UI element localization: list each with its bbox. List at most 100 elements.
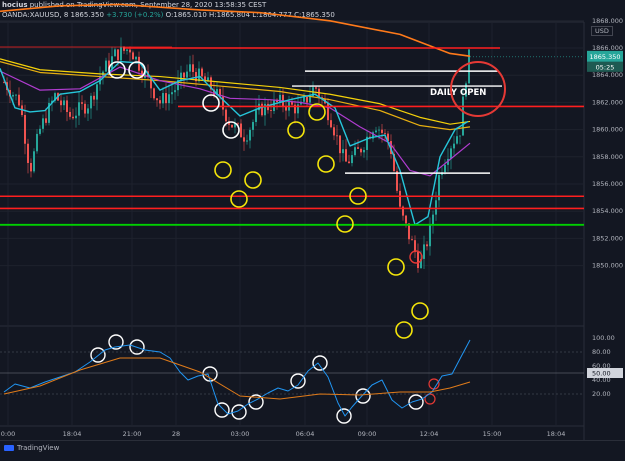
- white-marker-circle: [108, 61, 126, 79]
- candle-body: [189, 64, 191, 72]
- price-tick-label: 1860.000: [592, 126, 623, 134]
- oscillator-pane: [0, 339, 584, 417]
- candle-body: [462, 96, 464, 136]
- candle-body: [291, 101, 293, 105]
- candle-body: [372, 132, 374, 139]
- time-tick-label: 0:00: [1, 430, 16, 438]
- candle-body: [252, 122, 254, 130]
- candle-body: [351, 155, 353, 164]
- currency-label[interactable]: USD: [591, 26, 613, 36]
- candle-body: [174, 90, 176, 93]
- ma-cyan-line: [0, 60, 469, 226]
- osc-marker-circle: [248, 394, 264, 410]
- candle-body: [81, 102, 83, 104]
- red-highlight-circle: [450, 61, 506, 117]
- candle-body: [150, 77, 152, 89]
- candle-body: [366, 136, 368, 150]
- candle-body: [297, 104, 299, 114]
- time-tick-label: 12:04: [420, 430, 439, 438]
- yellow-marker-circle: [336, 215, 354, 233]
- candle-body: [309, 96, 311, 103]
- candle-body: [399, 190, 401, 207]
- candle-body: [453, 143, 455, 149]
- osc-value-badge: [587, 368, 623, 378]
- candle-body: [96, 84, 98, 100]
- time-tick-label: 03:00: [231, 430, 250, 438]
- candle-body: [246, 140, 248, 142]
- candle-body: [396, 171, 398, 191]
- candle-body: [180, 72, 182, 81]
- candle-body: [186, 71, 188, 78]
- yellow-marker-circle: [395, 321, 413, 339]
- tradingview-logo[interactable]: TradingView: [4, 444, 59, 452]
- red-marker-circle: [409, 250, 423, 264]
- osc-tick-label: 40.00: [592, 376, 611, 384]
- axes: 1868.000 1866.000 1864.000 1862.000 1860.000…: [1, 17, 623, 438]
- moving-averages: [0, 3, 471, 226]
- candle-body: [177, 80, 179, 91]
- candle-body: [48, 102, 50, 123]
- candle-body: [327, 103, 329, 121]
- time-tick-label: 18:04: [547, 430, 566, 438]
- daily-open-label: DAILY OPEN: [430, 88, 486, 98]
- white-marker-circle: [202, 94, 220, 112]
- candle-body: [30, 162, 32, 172]
- osc-marker-circle: [408, 394, 424, 410]
- candle-body: [432, 214, 434, 225]
- candle-body: [159, 100, 161, 104]
- candle-body: [393, 153, 395, 172]
- candle-body: [66, 100, 68, 112]
- candle-body: [129, 49, 131, 53]
- symbol-name[interactable]: OANDA:XAUUSD, 8: [2, 11, 69, 19]
- candle-body: [294, 104, 296, 114]
- author-name[interactable]: hocius: [2, 1, 28, 9]
- tradingview-logo-icon: [4, 445, 14, 451]
- white-marker-circle: [128, 61, 146, 79]
- ma-slow-line: [0, 3, 471, 57]
- candle-body: [357, 147, 359, 149]
- candle-body: [387, 133, 389, 142]
- candle-body: [222, 96, 224, 110]
- candle-body: [405, 215, 407, 224]
- grid: [0, 20, 584, 426]
- candle-body: [204, 76, 206, 82]
- price-tick-label: 1862.000: [592, 98, 623, 106]
- yellow-marker-circle: [308, 103, 326, 121]
- symbol-price: 1865.350: [70, 11, 104, 19]
- osc-tick-label: 20.00: [592, 390, 611, 398]
- candle-body: [231, 124, 233, 128]
- osc-marker-circle: [336, 408, 352, 424]
- oscillator-line: [3, 339, 471, 417]
- ma-gold-line: [0, 61, 471, 131]
- price-tick-label: 1856.000: [592, 180, 623, 188]
- candle-body: [219, 89, 221, 97]
- symbol-info: OANDA:XAUUSD, 8 1865.350 +3.730 (+0.2%) …: [2, 11, 335, 19]
- candle-body: [315, 87, 317, 89]
- candle-body: [459, 135, 461, 137]
- candle-body: [384, 132, 386, 134]
- candle-body: [90, 95, 92, 109]
- candle-body: [105, 60, 107, 72]
- candle-body: [330, 120, 332, 128]
- time-tick-label: 15:00: [483, 430, 502, 438]
- candle-body: [375, 130, 377, 133]
- candle-body: [423, 244, 425, 259]
- price-chart[interactable]: DAILY OPEN 1868.000 1866.000 1864.000 1862.…: [0, 0, 625, 440]
- symbol-change: +3.730 (+0.2%): [106, 11, 164, 19]
- candle-body: [216, 89, 218, 95]
- candle-body: [51, 100, 53, 103]
- candle-body: [201, 68, 203, 77]
- candle-body: [354, 147, 356, 156]
- candle-body: [72, 116, 74, 119]
- candle-body: [87, 108, 89, 114]
- candle-body: [261, 103, 263, 116]
- candle-body: [162, 93, 164, 104]
- yellow-marker-circle: [287, 121, 305, 139]
- candle-body: [420, 258, 422, 269]
- candle-body: [411, 239, 413, 241]
- time-tick-label: 21:00: [123, 430, 142, 438]
- candle-body: [12, 94, 14, 97]
- candle-body: [198, 68, 200, 82]
- candle-body: [339, 135, 341, 154]
- candle-body: [249, 129, 251, 141]
